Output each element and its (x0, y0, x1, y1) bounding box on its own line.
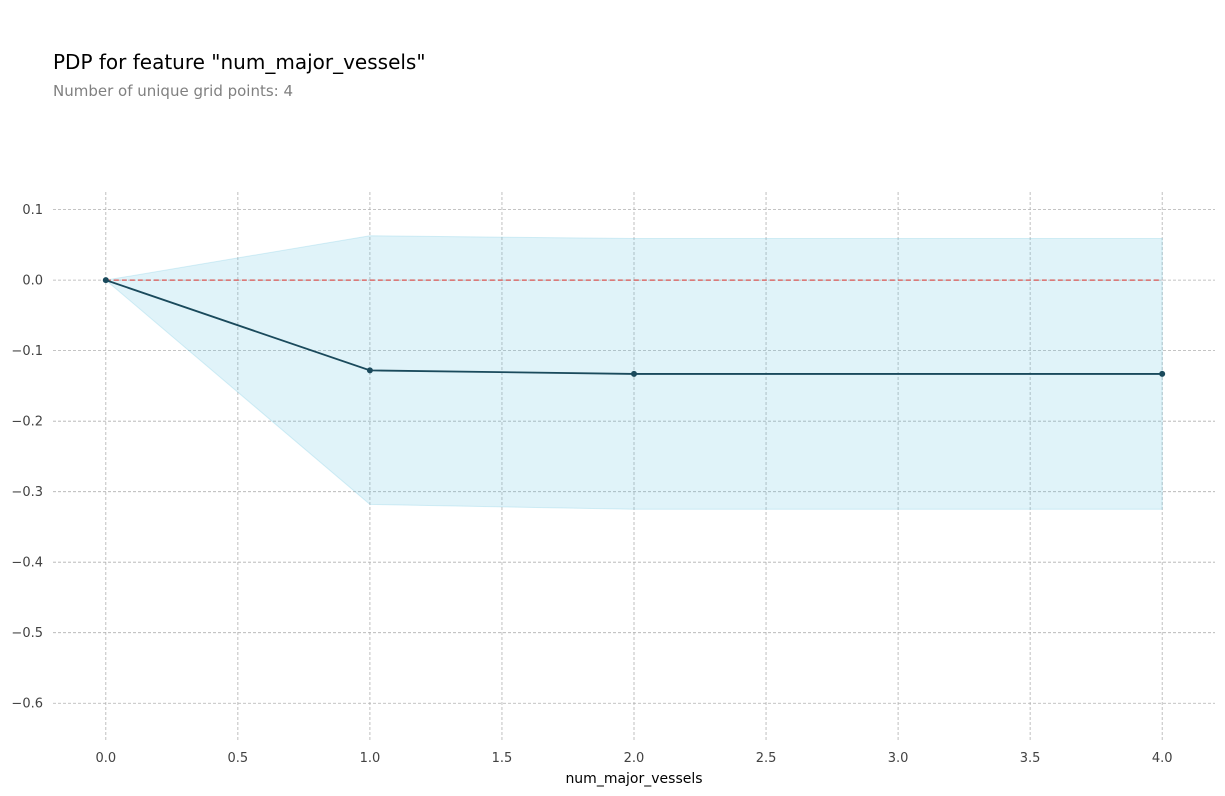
x-tick-label: 1.5 (492, 751, 513, 766)
x-tick-label: 2.0 (624, 751, 645, 766)
chart-title: PDP for feature "num_major_vessels" (53, 50, 426, 74)
y-tick-label: −0.6 (11, 697, 43, 712)
y-tick-label: −0.1 (11, 344, 43, 359)
y-tick-label: −0.4 (11, 556, 43, 571)
x-tick-label: 0.5 (228, 751, 249, 766)
y-tick-label: −0.5 (11, 626, 43, 641)
y-tick-labels: 0.1 0.0 −0.1 −0.2 −0.3 −0.4 −0.5 −0.6 (11, 203, 43, 712)
y-tick-label: −0.3 (11, 485, 43, 500)
chart-subtitle: Number of unique grid points: 4 (53, 82, 294, 100)
y-tick-label: 0.0 (22, 274, 43, 289)
pdp-point (631, 370, 637, 377)
x-tick-label: 1.0 (360, 751, 381, 766)
pdp-point (102, 277, 109, 284)
series-group (102, 277, 1166, 377)
pdp-point (366, 367, 373, 374)
pdp-point (1159, 370, 1166, 377)
y-tick-label: 0.1 (22, 203, 43, 218)
x-tick-label: 4.0 (1152, 751, 1173, 766)
y-tick-label: −0.2 (11, 415, 43, 430)
x-tick-label: 0.0 (95, 751, 116, 766)
x-tick-label: 3.5 (1020, 751, 1041, 766)
x-tick-labels: 0.0 0.5 1.0 1.5 2.0 2.5 3.0 3.5 4.0 (95, 751, 1172, 766)
x-tick-label: 3.0 (888, 751, 909, 766)
x-axis-label: num_major_vessels (565, 771, 702, 787)
x-tick-label: 2.5 (756, 751, 777, 766)
